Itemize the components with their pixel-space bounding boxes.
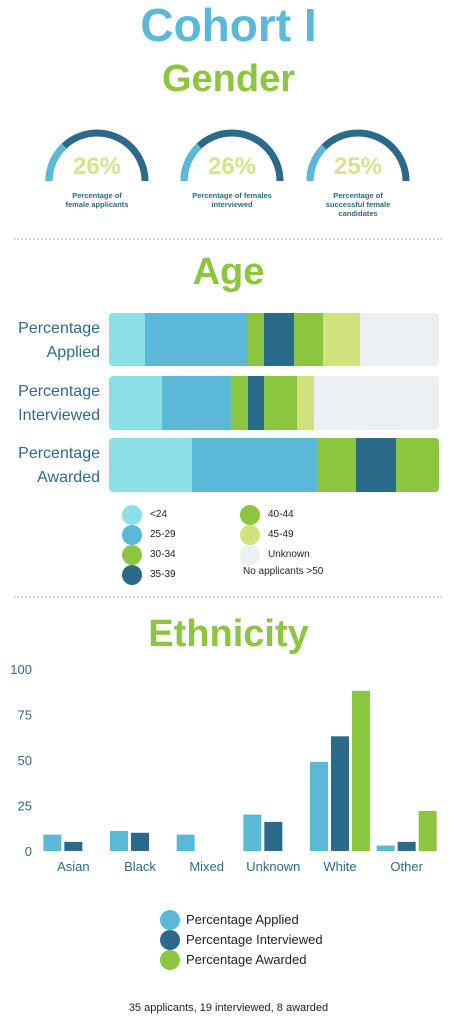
x-tick-label: Black (124, 859, 156, 874)
legend-label: 35-39 (150, 569, 176, 580)
legend-swatch (122, 525, 142, 545)
age-segment (145, 313, 248, 366)
gauge-arc: 26% (180, 129, 284, 182)
bar (243, 814, 262, 851)
legend-swatch (240, 505, 260, 525)
age-segment (247, 376, 265, 430)
y-tick-label: 50 (18, 753, 32, 768)
gauge-fill (306, 144, 327, 182)
y-tick-label: 100 (10, 662, 32, 677)
bar (397, 841, 416, 851)
gauge-arc: 26% (45, 129, 149, 182)
bar (131, 832, 149, 851)
bar (264, 821, 283, 851)
y-tick-label: 75 (18, 708, 32, 723)
age-stacked-bar (109, 313, 439, 366)
bar (310, 761, 328, 851)
bar (176, 834, 195, 851)
ethnicity-heading: Ethnicity (148, 613, 309, 655)
y-tick-label: 25 (18, 799, 32, 814)
page-title: Cohort I (140, 0, 317, 51)
gender-gauge: 26% Percentage of female applicants (42, 128, 152, 209)
legend-swatch (160, 950, 180, 970)
bar (64, 841, 83, 851)
x-tick-label: Mixed (189, 859, 224, 874)
age-stacked-bar (109, 438, 439, 492)
age-segment (316, 438, 357, 492)
x-tick-label: Asian (57, 859, 90, 874)
age-heading: Age (192, 251, 265, 293)
bar (43, 834, 62, 851)
age-segment (356, 438, 397, 492)
x-tick-label: White (323, 859, 356, 874)
legend-label: 30-34 (150, 549, 176, 560)
bar (110, 830, 128, 851)
x-tick-label: Unknown (246, 859, 300, 874)
legend-label: Percentage Applied (186, 912, 299, 927)
gender-gauge: 26% Percentage of females interviewed (177, 128, 287, 209)
bar (418, 810, 437, 851)
age-segment (359, 313, 439, 366)
age-row-label: Percentage Awarded (18, 445, 100, 486)
x-tick-label: Other (390, 859, 423, 874)
gauge-caption: Percentage of successful female candidates (325, 191, 391, 218)
gauge-value: 25% (334, 153, 382, 180)
bar (331, 736, 349, 851)
legend-swatch (160, 930, 180, 950)
legend-label: 45-49 (268, 529, 294, 540)
legend-swatch (122, 565, 142, 585)
age-row-label: Percentage Applied (18, 320, 100, 361)
gauge-caption: Percentage of females interviewed (192, 191, 272, 209)
gender-heading: Gender (161, 58, 296, 100)
legend-swatch (160, 910, 180, 930)
age-segment (293, 313, 324, 366)
footer-summary: 35 applicants, 19 interviewed, 8 awarded (128, 1002, 329, 1014)
legend-label: Percentage Interviewed (186, 932, 323, 947)
bar (352, 690, 370, 851)
age-segment (231, 376, 248, 430)
age-segment (161, 376, 232, 430)
gauge-fill (180, 143, 202, 182)
gauge-arc: 25% (306, 129, 410, 182)
age-segment (297, 376, 314, 430)
age-segment (264, 376, 298, 430)
gauge-value: 26% (208, 153, 256, 180)
divider (14, 596, 442, 598)
age-segment (109, 376, 162, 430)
divider (14, 238, 442, 240)
age-segment (323, 313, 360, 366)
age-segment (109, 313, 146, 366)
gender-gauge: 25% Percentage of successful female candida… (303, 128, 413, 218)
age-segment (109, 438, 192, 492)
age-segment (313, 376, 439, 430)
age-segment (191, 438, 317, 492)
legend-swatch (240, 545, 260, 565)
age-row-label: Percentage Interviewed (18, 383, 100, 424)
legend-label: <24 (150, 509, 167, 520)
age-segment (396, 438, 439, 492)
legend-label: Percentage Awarded (186, 952, 307, 967)
bar (376, 845, 395, 851)
gauge-value: 26% (73, 153, 121, 180)
gauge-fill (45, 143, 67, 182)
legend-swatch (122, 545, 142, 565)
legend-swatch (122, 505, 142, 525)
ethnicity-bar-chart: 0 25 50 75 100 Asian Black Mixed Unknown White Oth… (10, 662, 437, 874)
age-segment (264, 313, 294, 366)
legend-label: Unknown (268, 549, 310, 560)
age-note: No applicants >50 (243, 566, 324, 577)
y-tick-label: 0 (25, 844, 32, 859)
legend-label: 25-29 (150, 529, 176, 540)
gauge-caption: Percentage of female applicants (65, 191, 129, 209)
age-segment (247, 313, 265, 366)
age-stacked-bar (109, 376, 439, 430)
legend-swatch (240, 525, 260, 545)
legend-label: 40-44 (268, 509, 294, 520)
